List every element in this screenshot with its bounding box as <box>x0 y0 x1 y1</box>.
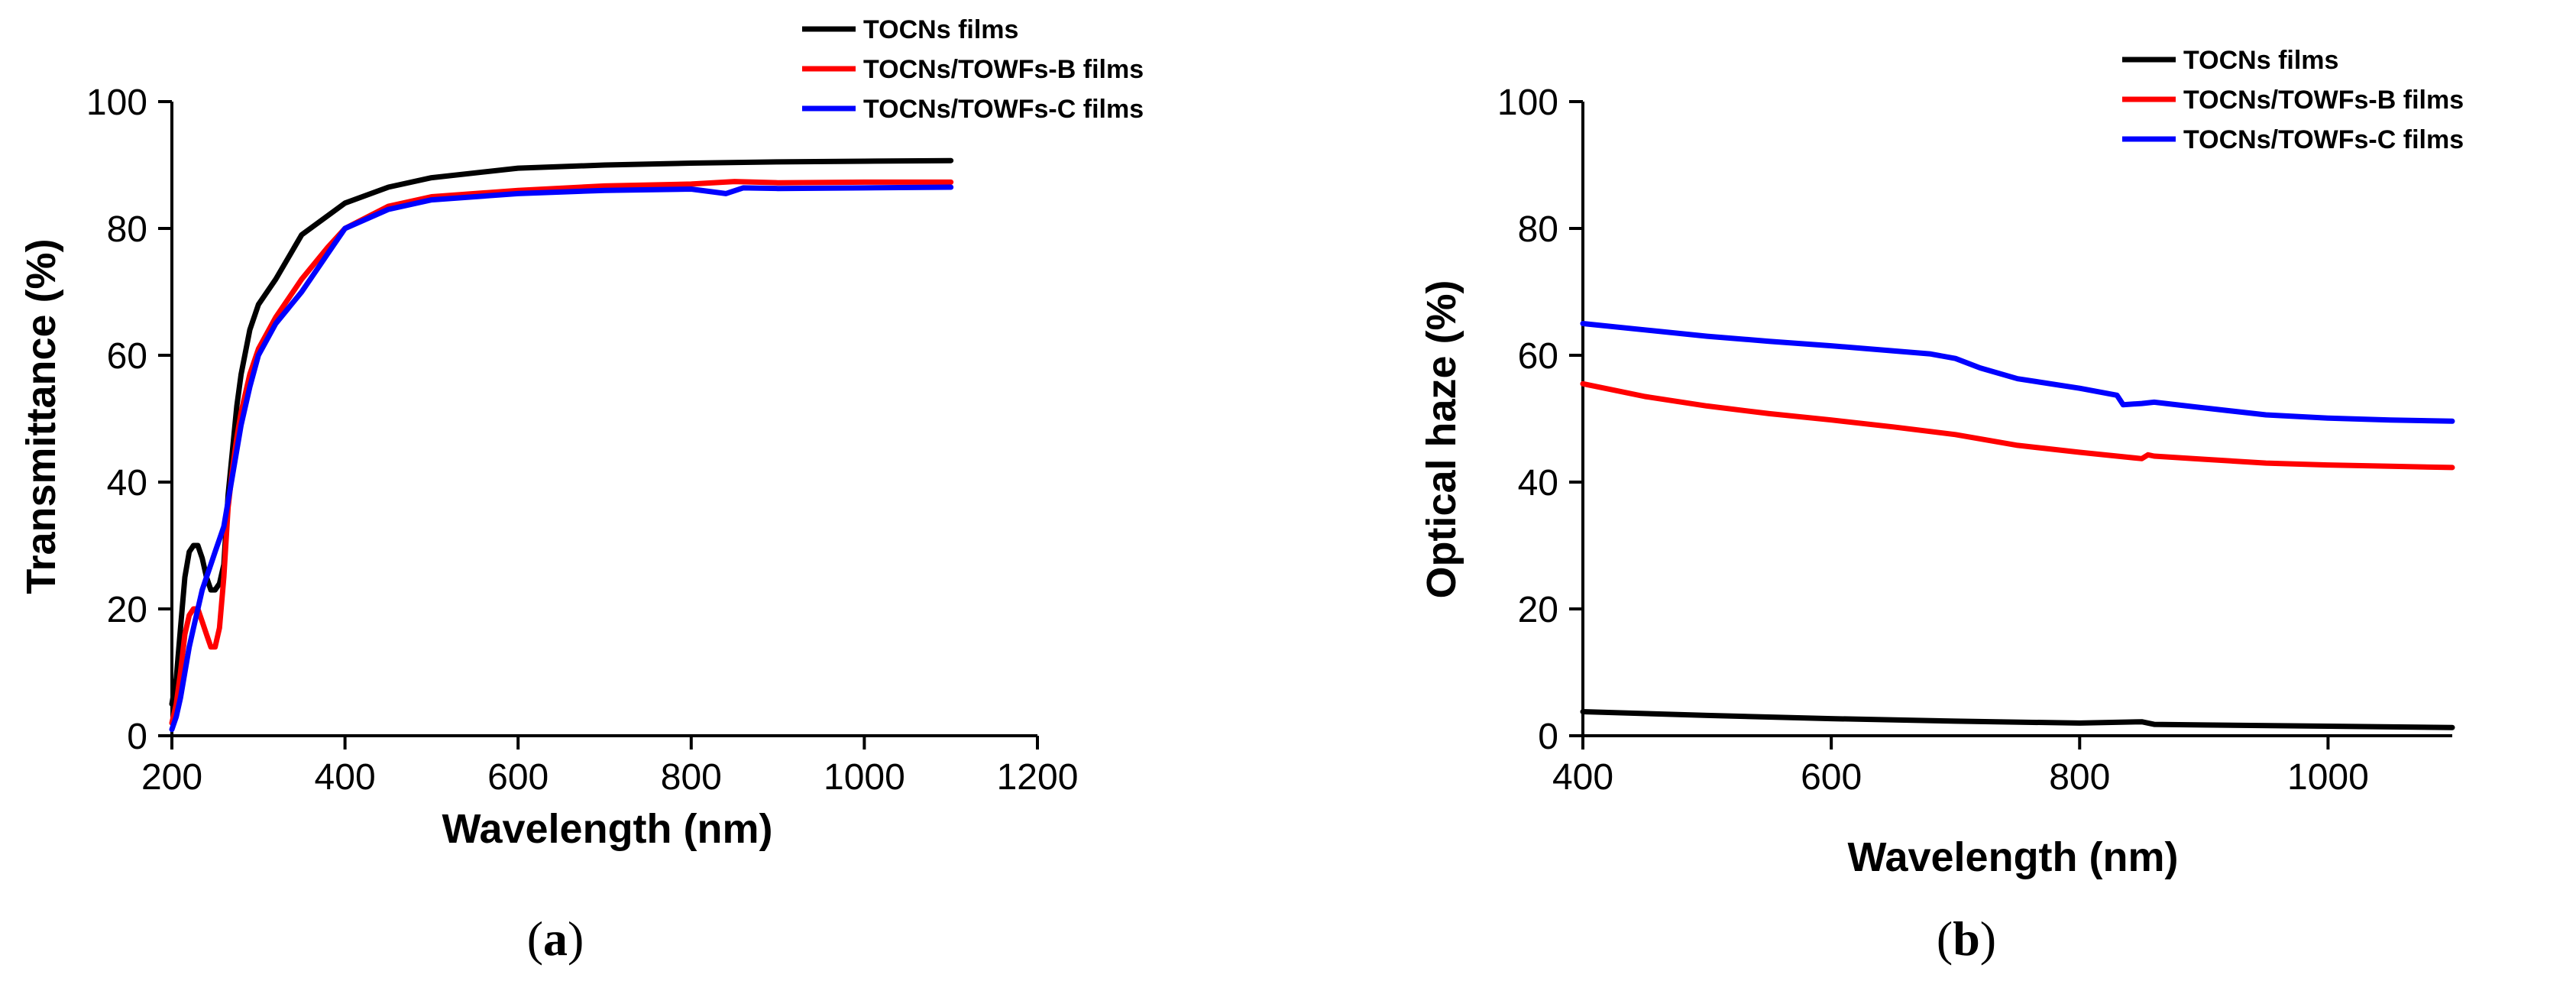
panel-b-y-tick-label: 0 <box>1538 717 1558 757</box>
panel-b-legend-label-2: TOCNs/TOWFs-C films <box>2183 125 2464 154</box>
panel-a-series <box>169 157 954 733</box>
panel-a-legend: TOCNs films TOCNs/TOWFs-B films TOCNs/TOWF… <box>802 15 1144 124</box>
panel-a-x-tick-label: 800 <box>661 757 722 798</box>
panel-label-a: (a) <box>527 911 584 966</box>
panel-a-axes: 200 400 600 800 1000 1200 0 20 40 60 80 100 <box>86 83 1078 798</box>
panel-b-series-line-1 <box>1580 380 2455 471</box>
panel-a-legend-label-2: TOCNs/TOWFs-C films <box>863 95 1144 124</box>
panel-b-x-tick-label: 400 <box>1552 757 1613 798</box>
panel-b-x-tick-label: 1000 <box>2287 757 2369 798</box>
panel-a-axis-frame <box>170 102 1037 737</box>
panel-b-x-tick-label: 600 <box>1801 757 1862 798</box>
panel-a-x-tick-label: 1000 <box>824 757 905 798</box>
panel-label-a-close: ) <box>568 911 584 966</box>
panel-a-y-tick-label: 60 <box>107 336 147 377</box>
panel-label-a-letter: a <box>543 911 568 966</box>
panel-label-b: (b) <box>1937 911 1996 966</box>
panel-b-series-line-2 <box>1580 321 2455 424</box>
panel-a-series-line-0 <box>169 157 954 707</box>
panel-label-b-letter: b <box>1953 911 1980 966</box>
panel-a-transmittance-chart: 200 400 600 800 1000 1200 0 20 40 60 80 100 TOCNs f… <box>18 15 1144 852</box>
panel-b-series <box>1580 321 2455 730</box>
panel-b-legend: TOCNs films TOCNs/TOWFs-B films TOCNs/TOWF… <box>2122 46 2464 154</box>
panel-a-series-line-1 <box>169 179 954 726</box>
panel-a-y-tick-label: 20 <box>107 590 147 630</box>
panel-b-series-line-0 <box>1580 709 2455 730</box>
panel-label-a-open: ( <box>527 911 543 966</box>
panel-a-legend-label-1: TOCNs/TOWFs-B films <box>863 55 1144 84</box>
panel-a-y-tick-label: 80 <box>107 209 147 250</box>
panel-a-series-line-2 <box>169 184 954 733</box>
panel-b-y-tick-label: 80 <box>1518 209 1558 250</box>
panel-b-x-tick-label: 800 <box>2049 757 2110 798</box>
panel-a-x-tick-label: 400 <box>315 757 376 798</box>
panel-b-x-axis-title: Wavelength (nm) <box>1847 834 2178 880</box>
panel-b-legend-label-0: TOCNs films <box>2183 46 2338 75</box>
panel-label-b-open: ( <box>1937 911 1953 966</box>
panel-a-y-tick-label: 40 <box>107 463 147 503</box>
panel-b-y-tick-label: 40 <box>1518 463 1558 503</box>
panel-b-y-tick-label: 20 <box>1518 590 1558 630</box>
panel-b-y-tick-label: 100 <box>1497 83 1558 123</box>
panel-a-y-tick-label: 0 <box>127 717 147 757</box>
panel-a-legend-label-0: TOCNs films <box>863 15 1018 44</box>
panel-a-y-tick-label: 100 <box>86 83 147 123</box>
panel-a-x-tick-label: 1200 <box>997 757 1079 798</box>
panel-a-y-axis-title: Transmittance (%) <box>18 238 64 594</box>
panel-a-x-tick-label: 600 <box>487 757 549 798</box>
panel-b-y-axis-title: Optical haze (%) <box>1419 280 1464 598</box>
panel-label-b-close: ) <box>1980 911 1996 966</box>
panel-b-legend-label-1: TOCNs/TOWFs-B films <box>2183 86 2464 115</box>
panel-a-x-tick-label: 200 <box>141 757 202 798</box>
panel-b-axes: 400 600 800 1000 0 20 40 60 80 100 <box>1497 83 2452 798</box>
panel-a-x-axis-title: Wavelength (nm) <box>442 806 772 852</box>
panel-b-y-tick-label: 60 <box>1518 336 1558 377</box>
